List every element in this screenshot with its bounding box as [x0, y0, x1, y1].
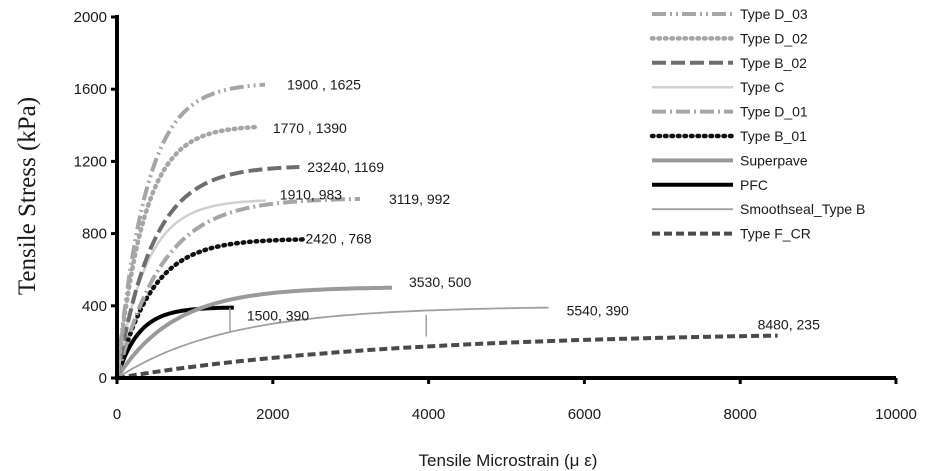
- y-tick-label: 0: [99, 370, 107, 387]
- legend-item-type-d-01: Type D_01: [652, 104, 808, 120]
- legend: Type D_03 Type D_02 Type B_02 Type C Type D_…: [649, 6, 865, 242]
- annotation-layer: 1900 , 1625 1770 , 1390 23240, 1169 1910, 9…: [247, 77, 820, 333]
- x-tick-label: 4000: [412, 406, 445, 423]
- data-label: 1770 , 1390: [273, 120, 347, 136]
- x-tick-label: 0: [113, 406, 121, 423]
- series-line-superpave: [115, 285, 392, 380]
- legend-item-type-b-02: Type B_02: [652, 55, 807, 71]
- legend-label: Type D_03: [740, 6, 808, 22]
- series-line-type-f-cr: [116, 333, 778, 380]
- series-line-type-d-03: [115, 82, 266, 379]
- x-tick-label: 2000: [256, 406, 289, 423]
- data-label: 1900 , 1625: [287, 77, 361, 93]
- legend-item-superpave: Superpave: [652, 152, 808, 168]
- y-tick-label: 400: [82, 298, 107, 315]
- series-layer: [114, 82, 778, 381]
- legend-label: Type B_01: [740, 128, 807, 144]
- series-line-smoothseal-type-b: [116, 306, 549, 379]
- data-label: 5540, 390: [567, 303, 629, 319]
- y-tick-label: 1200: [74, 153, 107, 170]
- legend-item-smoothseal-type-b: Smoothseal_Type B: [652, 201, 865, 217]
- legend-item-type-d-03: Type D_03: [652, 6, 808, 22]
- x-tick-label: 10000: [875, 406, 917, 423]
- axes-layer: 0 400 800 1200 1600 2000 0 2000 4000 6000 8000 1000…: [74, 9, 917, 423]
- legend-label: Type F_CR: [740, 226, 811, 242]
- legend-item-type-f-cr: Type F_CR: [652, 226, 811, 242]
- y-tick-label: 800: [82, 226, 107, 243]
- data-label: 8480, 235: [758, 317, 820, 333]
- legend-label: Type D_02: [740, 30, 808, 46]
- series-line-type-d-02: [114, 124, 258, 381]
- x-axis-label: Tensile Microstrain (μ ε): [419, 451, 598, 470]
- data-label: 3530, 500: [409, 274, 471, 290]
- y-axis-label: Tensile Stress (kPa): [14, 97, 41, 295]
- legend-label: Type D_01: [740, 104, 808, 120]
- legend-label: PFC: [740, 177, 768, 193]
- y-tick-label: 2000: [74, 9, 107, 26]
- data-label: 1910, 983: [280, 187, 342, 203]
- series-line-type-b-02: [115, 165, 300, 379]
- series-line-type-b-01: [114, 237, 308, 381]
- data-label: 23240, 1169: [307, 159, 384, 175]
- legend-label: Type B_02: [740, 55, 807, 71]
- legend-item-type-c: Type C: [652, 79, 784, 95]
- series-line-type-d-01: [115, 196, 361, 379]
- legend-item-pfc: PFC: [652, 177, 768, 193]
- x-tick-label: 6000: [568, 406, 601, 423]
- legend-label: Superpave: [740, 152, 808, 168]
- data-label: 3119, 992: [389, 191, 450, 207]
- x-tick-label: 8000: [724, 406, 757, 423]
- data-label: 1500, 390: [247, 308, 309, 324]
- legend-label: Smoothseal_Type B: [740, 201, 865, 217]
- legend-item-type-b-01: Type B_01: [649, 128, 807, 144]
- data-label: 2420 , 768: [306, 230, 372, 246]
- legend-item-type-d-02: Type D_02: [649, 30, 808, 46]
- series-line-pfc: [115, 305, 234, 379]
- legend-label: Type C: [740, 79, 784, 95]
- y-tick-label: 1600: [74, 81, 107, 98]
